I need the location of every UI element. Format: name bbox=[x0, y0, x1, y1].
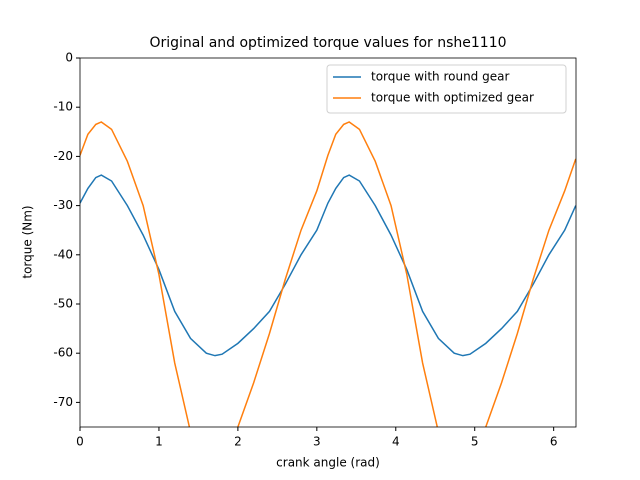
x-tick-label: 1 bbox=[155, 435, 163, 449]
y-tick-label: 0 bbox=[65, 51, 73, 65]
y-axis-label: torque (Nm) bbox=[21, 205, 35, 278]
x-tick-label: 5 bbox=[471, 435, 479, 449]
x-tick-label: 4 bbox=[392, 435, 400, 449]
legend-label: torque with optimized gear bbox=[371, 91, 534, 105]
x-tick-label: 0 bbox=[76, 435, 84, 449]
y-tick-label: -60 bbox=[53, 346, 73, 360]
line-series bbox=[80, 174, 576, 357]
plot-area bbox=[80, 121, 576, 427]
line-series bbox=[80, 121, 576, 427]
x-tick-label: 3 bbox=[313, 435, 321, 449]
axes-frame bbox=[79, 57, 577, 428]
y-tick-label: -50 bbox=[53, 297, 73, 311]
y-tick-label: -30 bbox=[53, 198, 73, 212]
y-tick-label: -20 bbox=[53, 149, 73, 163]
chart-title: Original and optimized torque values for… bbox=[149, 35, 506, 51]
y-tick-label: -40 bbox=[53, 247, 73, 261]
legend-label: torque with round gear bbox=[371, 70, 509, 84]
x-axis-label: crank angle (rad) bbox=[276, 456, 380, 470]
y-tick-label: -10 bbox=[53, 100, 73, 114]
x-tick-label: 6 bbox=[550, 435, 558, 449]
legend-box bbox=[326, 64, 567, 114]
x-tick-label: 2 bbox=[234, 435, 242, 449]
y-tick-label: -70 bbox=[53, 395, 73, 409]
